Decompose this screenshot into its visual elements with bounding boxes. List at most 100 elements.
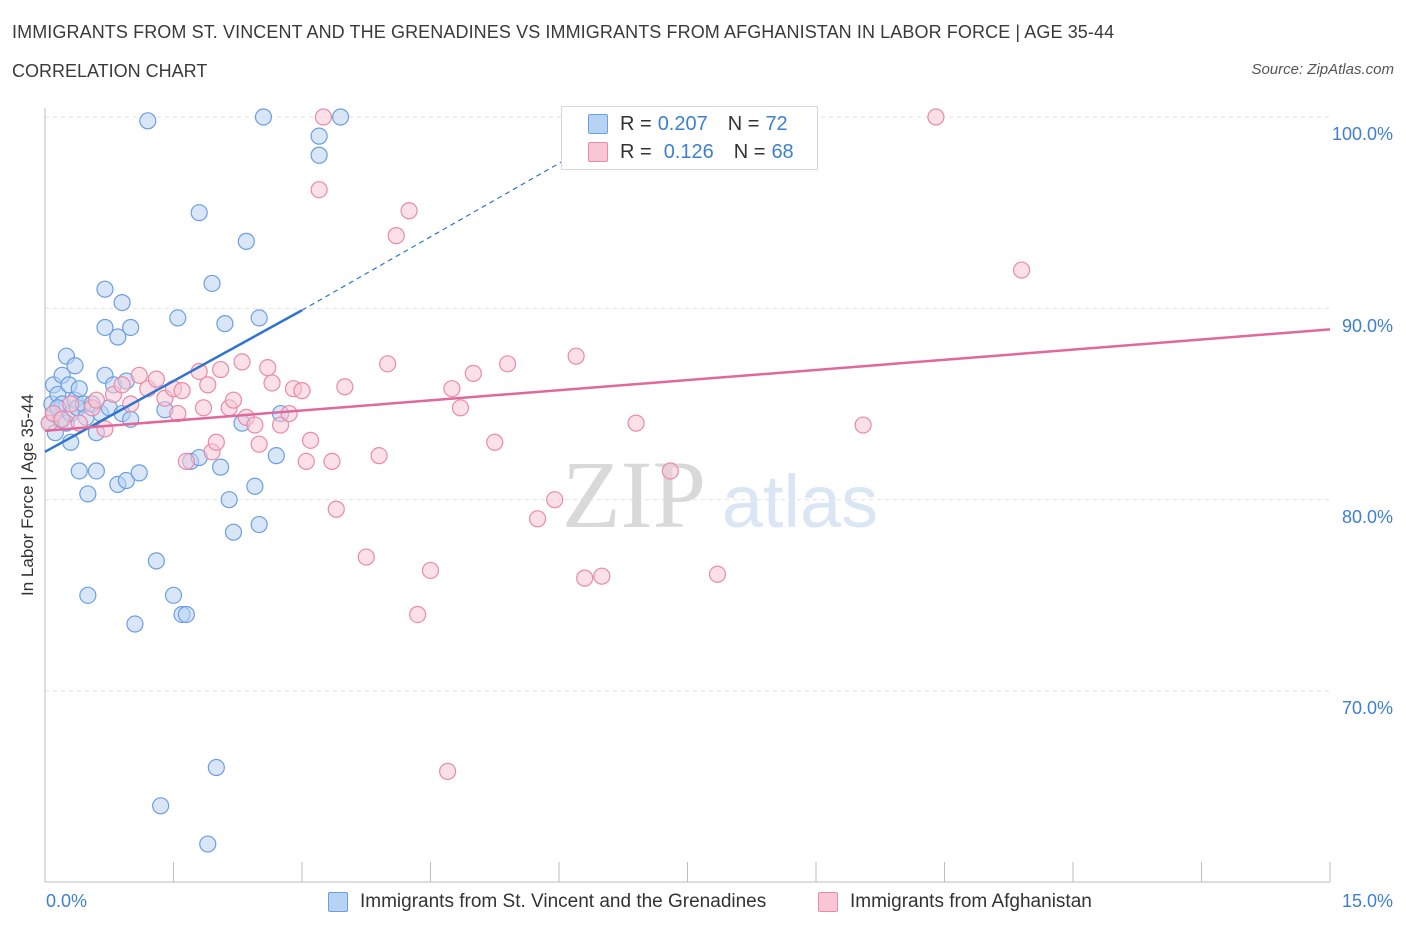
watermark-zip: ZIP [562,441,706,548]
series-1-point [79,586,97,604]
series-2-point [246,416,264,434]
series-2-point [528,510,547,528]
series-1-point [122,318,140,337]
series-2-point [62,395,80,413]
bottom-legend-label-series-1: Immigrants from St. Vincent and the Gren… [360,891,767,912]
series-1-point [126,615,144,633]
series-2-point [576,569,594,587]
series-2-points [40,108,1031,780]
series-1-point [267,447,285,465]
axes [44,108,1331,883]
series-1-point [152,797,170,815]
series-1-point [250,309,268,327]
series-2-point [323,452,341,470]
source-note: Source: ZipAtlas.com [1251,61,1394,78]
bottom-legend-label-series-2: Immigrants from Afghanistan [850,891,1092,912]
series-1-point [87,462,106,480]
series-1-point [216,315,234,333]
series-2-point [451,399,470,417]
series-1-point [96,318,114,337]
series-2-point [271,416,290,434]
series-1-points [40,108,350,853]
legend-r-value-series-2: 0.126 [663,140,714,163]
legend-swatch-series-2 [588,142,608,162]
series-2-point [147,370,165,388]
series-2-point [499,355,517,373]
legend-row-series-1: R = 0.207 N = 72 [588,112,788,136]
series-2-point [263,374,281,392]
series-1-point [70,380,88,398]
series-1-point [254,108,273,126]
series-1-point [169,309,187,327]
x-tick-label-min: 0.0% [46,891,88,911]
trend-lines [44,143,1331,453]
series-2-point [169,404,187,423]
series-1-point [310,146,328,164]
series-2-point [387,227,405,245]
bottom-legend-series-2: Immigrants from Afghanistan [818,890,1092,914]
series-1-point [130,464,148,482]
legend-row-series-2: R = 0.126 N = 68 [588,140,794,164]
series-2-point [177,452,195,470]
series-1-point [117,471,135,490]
series-1-point [250,515,268,534]
series-2-point [464,364,482,382]
series-2-point [370,447,388,465]
series-1-point [79,485,97,503]
watermark: ZIP atlas [562,441,878,548]
series-2-point [314,108,333,126]
series-2-point [486,433,504,451]
series-1-point [207,758,225,777]
series-2-point [173,382,191,400]
series-1-point [224,523,243,541]
y-tick-label: 80.0% [1341,507,1393,527]
series-2-point [327,500,345,518]
series-1-point [310,127,328,145]
legend-n-label: N = [727,112,760,135]
series-2-point [130,366,148,384]
series-1-point [164,586,183,604]
legend-r-label: R = [620,140,652,163]
series-2-point [443,380,461,398]
series-2-point [280,404,298,423]
series-1-trend-extension [301,143,594,311]
series-1-point [203,274,221,293]
series-2-point [224,391,243,409]
legend-n-value-series-1: 72 [765,112,788,135]
series-2-point [87,391,106,409]
series-1-point [237,232,255,250]
series-2-point [113,376,131,394]
legend-r-value-series-1: 0.207 [657,112,708,135]
series-1-point [190,204,208,222]
series-2-point [199,376,217,394]
series-2-point [301,431,320,449]
series-2-point [409,605,427,624]
series-2-point [310,181,328,199]
series-1-point [139,112,157,130]
series-2-point [567,347,585,365]
series-1-point [177,605,195,624]
series-2-point [421,561,440,580]
chart-title: IMMIGRANTS FROM ST. VINCENT AND THE GREN… [12,22,1115,42]
series-2-point [194,399,213,417]
legend-n-value-series-2: 68 [771,140,794,163]
y-tick-label: 70.0% [1341,698,1393,718]
x-tick-label-max: 15.0% [1341,891,1393,911]
series-1-point [147,552,165,570]
series-1-point [199,835,217,853]
series-1-point [66,357,84,375]
y-tick-label: 100.0% [1331,124,1393,144]
series-1-point [246,477,264,495]
series-2-point [293,382,311,400]
series-2-point [1012,261,1031,279]
series-2-point [233,353,251,371]
series-2-point [379,355,397,373]
series-1-point [109,328,127,346]
bottom-legend-series-1: Immigrants from St. Vincent and the Gren… [328,890,766,914]
series-1-point [113,293,131,312]
legend-swatch-series-1 [588,114,608,134]
y-axis-label: In Labor Force | Age 35-44 [18,394,37,596]
series-1-trend-line [44,309,303,453]
series-2-point [250,435,268,453]
